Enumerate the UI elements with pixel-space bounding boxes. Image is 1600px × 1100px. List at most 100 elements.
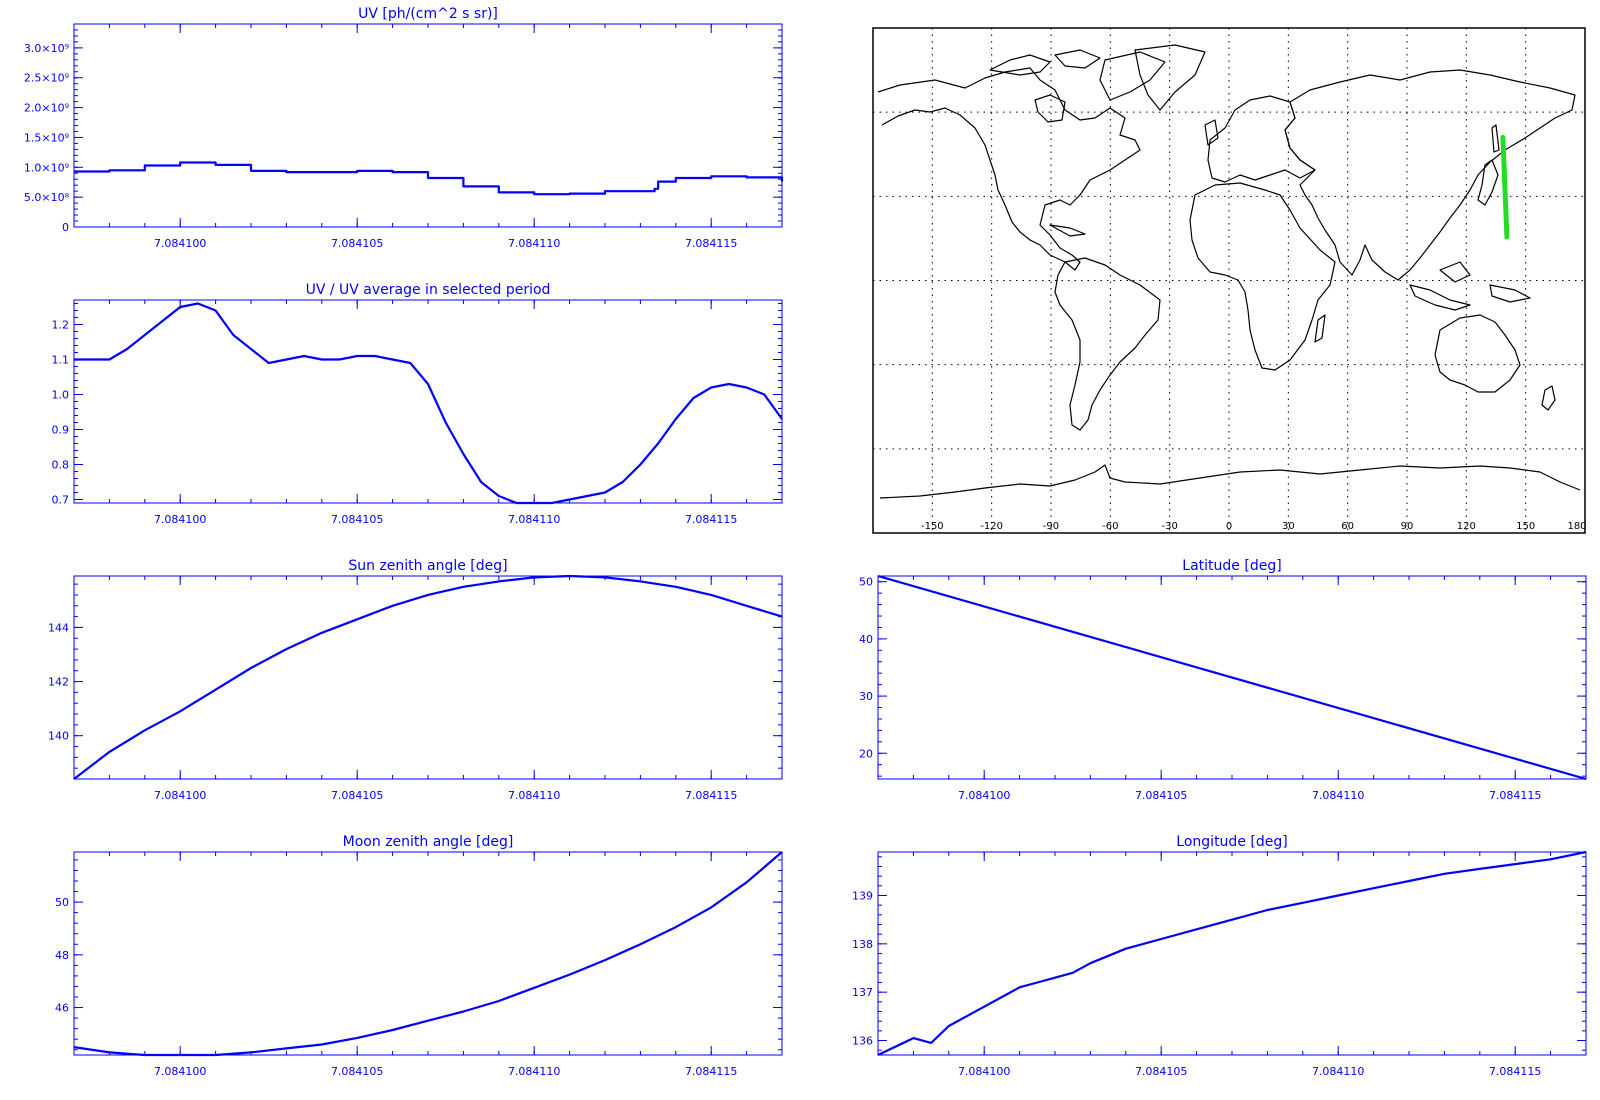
- x-tick-label: 7.084110: [508, 237, 561, 250]
- x-tick-label: 7.084115: [685, 789, 738, 802]
- series-line: [73, 851, 783, 1057]
- longitude-tick-label: -60: [1102, 521, 1118, 532]
- longitude-tick-label: -90: [1043, 521, 1059, 532]
- coast-madagascar: [1314, 314, 1326, 343]
- x-tick-label: 7.084110: [508, 1065, 561, 1078]
- plot-frame: [73, 299, 783, 504]
- plot-frame: [877, 851, 1587, 1056]
- y-tick-label: 30: [859, 690, 873, 703]
- longitude-tick-label: -120: [980, 521, 1003, 532]
- x-tick-label: 7.084115: [685, 513, 738, 526]
- x-tick-label: 7.084105: [1135, 1065, 1188, 1078]
- x-tick-label: 7.084115: [1489, 1065, 1542, 1078]
- plot-title: Longitude [deg]: [1176, 834, 1287, 850]
- y-tick-label: 144: [48, 621, 69, 634]
- y-tick-label: 40: [859, 633, 873, 646]
- coast-uk: [1204, 119, 1219, 146]
- y-tick-label: 140: [48, 730, 69, 743]
- y-tick-label: 50: [859, 576, 873, 589]
- coast-australia: [1434, 314, 1521, 393]
- y-tick-label: 1.0×10⁹: [24, 161, 69, 174]
- y-tick-label: 3.0×10⁹: [24, 42, 69, 55]
- y-tick-label: 5.0×10⁸: [24, 191, 70, 204]
- coast-new-zealand: [1541, 385, 1556, 411]
- coast-greenland: [1134, 44, 1206, 111]
- x-tick-label: 7.084100: [154, 789, 207, 802]
- coast-indonesia: [1409, 261, 1471, 311]
- time-series-plots: UV [ph/(cm^2 s sr)] 7.084100 7.084105 7.084…: [24, 6, 1587, 1078]
- coast-north-america: [877, 67, 1141, 271]
- plot-1: UV [ph/(cm^2 s sr)] 7.084100 7.084105 7.084…: [24, 6, 784, 250]
- x-tick-label: 7.084105: [331, 1065, 384, 1078]
- x-tick-label: 7.084105: [331, 237, 384, 250]
- coast-antarctica: [879, 464, 1581, 499]
- y-tick-label: 0: [62, 221, 69, 234]
- coastlines: [877, 44, 1581, 499]
- plot-6: Longitude [deg] 7.084100 7.084105 7.084110 7…: [852, 834, 1587, 1078]
- x-tick-label: 7.084110: [508, 513, 561, 526]
- x-tick-label: 7.084100: [154, 513, 207, 526]
- plot-frame: [73, 851, 783, 1056]
- coast-sakhalin: [1491, 124, 1500, 153]
- y-tick-label: 137: [852, 986, 873, 999]
- y-tick-label: 1.2: [52, 319, 70, 332]
- longitude-tick-labels: -150 -120 -90 -60 -30 0 30 60 90 120 150 180: [921, 521, 1587, 532]
- x-tick-label: 7.084100: [154, 237, 207, 250]
- coast-hudson-bay: [1034, 94, 1066, 123]
- coast-new-guinea: [1489, 284, 1531, 303]
- x-tick-label: 7.084110: [1312, 1065, 1365, 1078]
- coast-africa: [1189, 182, 1336, 371]
- coast-japan: [1477, 159, 1499, 206]
- x-tick-label: 7.084110: [1312, 789, 1365, 802]
- plot-title: Moon zenith angle [deg]: [343, 834, 514, 850]
- y-tick-label: 138: [852, 938, 873, 951]
- longitude-tick-label: 90: [1401, 521, 1414, 532]
- series-line: [74, 302, 783, 505]
- x-tick-label: 7.084115: [685, 1065, 738, 1078]
- longitude-tick-label: 150: [1516, 521, 1535, 532]
- coast-cuba: [1049, 224, 1086, 237]
- x-tick-label: 7.084100: [154, 1065, 207, 1078]
- y-tick-label: 2.5×10⁹: [24, 72, 69, 85]
- plot-2: UV / UV average in selected period 7.0841…: [52, 282, 783, 526]
- y-tick-label: 0.9: [52, 424, 70, 437]
- coast-arctic-islands: [989, 49, 1166, 101]
- x-tick-label: 7.084110: [508, 789, 561, 802]
- y-tick-label: 1.0: [52, 389, 70, 402]
- plot-title: Latitude [deg]: [1182, 558, 1281, 574]
- plot-title: Sun zenith angle [deg]: [348, 558, 507, 574]
- plot-3: Sun zenith angle [deg] 7.084100 7.084105 7.…: [48, 558, 783, 802]
- series-line: [877, 850, 1587, 1056]
- y-tick-label: 1.5×10⁹: [24, 131, 69, 144]
- x-tick-label: 7.084105: [1135, 789, 1188, 802]
- x-tick-label: 7.084100: [958, 1065, 1011, 1078]
- longitude-tick-label: 60: [1341, 521, 1354, 532]
- y-tick-label: 136: [852, 1035, 873, 1048]
- y-tick-label: 0.7: [52, 494, 70, 507]
- y-tick-label: 139: [852, 890, 873, 903]
- x-tick-label: 7.084115: [1489, 789, 1542, 802]
- x-tick-label: 7.084100: [958, 789, 1011, 802]
- y-tick-label: 46: [55, 1002, 69, 1015]
- x-tick-label: 7.084115: [685, 237, 738, 250]
- plot-title: UV [ph/(cm^2 s sr)]: [358, 6, 498, 22]
- world-map-panel: -150 -120 -90 -60 -30 0 30 60 90 120 150 180: [872, 27, 1587, 534]
- plot-frame: [73, 23, 783, 228]
- y-tick-label: 50: [55, 896, 69, 909]
- y-tick-label: 1.1: [52, 354, 70, 367]
- y-tick-label: 2.0×10⁹: [24, 102, 69, 115]
- y-tick-label: 48: [55, 949, 69, 962]
- longitude-tick-label: 30: [1282, 521, 1295, 532]
- satellite-track: [1500, 134, 1510, 240]
- longitude-tick-label: -150: [921, 521, 944, 532]
- plot-4: Latitude [deg] 7.084100 7.084105 7.084110 7.…: [859, 558, 1587, 802]
- y-tick-label: 142: [48, 676, 69, 689]
- longitude-tick-label: -30: [1161, 521, 1177, 532]
- series-line: [877, 574, 1587, 781]
- longitude-tick-label: 0: [1226, 521, 1232, 532]
- plot-5: Moon zenith angle [deg] 7.084100 7.084105 7…: [55, 834, 783, 1078]
- y-tick-label: 0.8: [52, 459, 70, 472]
- series-line: [74, 161, 784, 196]
- x-tick-label: 7.084105: [331, 513, 384, 526]
